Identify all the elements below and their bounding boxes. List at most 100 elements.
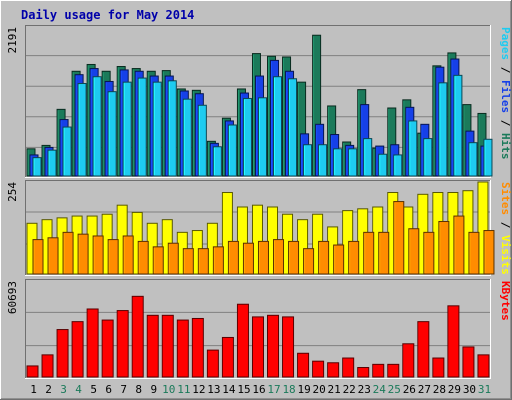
bar-kbytes	[236, 303, 249, 378]
bar-sites	[212, 246, 224, 275]
bar-sites	[32, 239, 44, 275]
bar-kbytes	[462, 346, 475, 378]
legend-part: /	[499, 113, 512, 133]
day-label: 25	[388, 383, 401, 396]
bar-sites	[393, 201, 405, 275]
bar-kbytes	[477, 354, 490, 378]
day-label: 23	[358, 383, 371, 396]
day-label: 18	[282, 383, 295, 396]
bar-pages	[483, 138, 493, 177]
series-legend: Pages / Files / Hits	[499, 27, 512, 160]
day-label: 24	[373, 383, 387, 396]
day-label: 10	[162, 383, 175, 396]
bar-pages	[378, 153, 388, 177]
bar-pages	[137, 77, 147, 177]
bar-kbytes	[86, 308, 99, 378]
bar-sites	[348, 240, 360, 275]
max-label: 254	[6, 182, 19, 202]
bar-sites	[242, 242, 254, 275]
bar-pages	[453, 74, 463, 177]
bar-pages	[423, 138, 433, 177]
bar-pages	[333, 148, 343, 177]
bar-pages	[92, 76, 102, 177]
day-label: 15	[237, 383, 250, 396]
bar-sites	[47, 237, 59, 275]
bar-pages	[152, 81, 162, 177]
bar-sites	[167, 242, 179, 275]
day-label: 19	[297, 383, 310, 396]
bar-kbytes	[282, 316, 295, 378]
day-label: 30	[463, 383, 476, 396]
bar-kbytes	[432, 357, 445, 378]
bar-kbytes	[116, 310, 129, 378]
bar-sites	[438, 220, 450, 275]
bar-sites	[408, 228, 420, 275]
bar-sites	[122, 235, 134, 275]
bar-sites	[453, 215, 465, 275]
bar-sites	[257, 240, 269, 275]
bar-visits	[477, 181, 489, 275]
series-visits	[26, 181, 489, 275]
bar-pages	[62, 126, 72, 177]
day-label: 9	[150, 383, 157, 396]
bar-kbytes	[372, 363, 385, 378]
day-label: 8	[135, 383, 142, 396]
day-label: 31	[478, 383, 491, 396]
day-label: 6	[105, 383, 112, 396]
bar-sites	[378, 231, 390, 275]
bar-kbytes	[342, 357, 355, 378]
bar-sites	[318, 240, 330, 275]
bar-kbytes	[402, 343, 415, 378]
bar-kbytes	[206, 349, 219, 378]
bar-pages	[408, 120, 418, 177]
day-label: 16	[252, 383, 265, 396]
bar-sites	[77, 233, 89, 275]
bar-pages	[468, 142, 478, 177]
bar-sites	[197, 248, 209, 275]
panel-kbytes: 60693 KBytes	[6, 279, 512, 379]
bar-sites	[62, 231, 74, 275]
panel-hits-files-pages: 2191 Pages / Files / Hits	[6, 25, 512, 178]
bar-sites	[333, 244, 345, 275]
series-pages	[32, 74, 493, 177]
bar-kbytes	[101, 319, 114, 378]
bar-sites	[227, 240, 239, 275]
bar-pages	[318, 144, 328, 177]
legend-part: Visits	[499, 235, 512, 275]
bar-sites	[468, 231, 480, 275]
day-label: 20	[313, 383, 326, 396]
day-label: 28	[433, 383, 446, 396]
day-label: 4	[75, 383, 82, 396]
bar-pages	[393, 154, 403, 177]
day-label: 14	[222, 383, 236, 396]
bar-visits	[251, 204, 263, 275]
bar-kbytes	[161, 314, 174, 378]
bar-pages	[363, 138, 373, 177]
bar-kbytes	[251, 316, 264, 378]
bar-kbytes	[146, 314, 159, 378]
bar-kbytes	[297, 352, 310, 378]
bar-pages	[107, 91, 117, 177]
day-label: 3	[60, 383, 67, 396]
day-labels: 1 2 3 4 5 6 7 8 9 10 11 12 13 14 15 16 17 18 19 20 21 22 23 24 2…	[30, 383, 491, 396]
bar-kbytes	[387, 363, 400, 378]
bar-kbytes	[26, 365, 39, 378]
bar-sites	[273, 239, 285, 275]
bar-pages	[288, 78, 298, 177]
bar-pages	[227, 124, 237, 177]
bar-visits	[236, 206, 248, 275]
bar-sites	[423, 231, 435, 275]
max-label: 2191	[6, 27, 19, 54]
day-label: 26	[403, 383, 416, 396]
series-sites	[32, 201, 495, 275]
day-label: 12	[192, 383, 205, 396]
bar-kbytes	[417, 321, 430, 378]
bar-kbytes	[41, 354, 54, 378]
legend-part: KBytes	[499, 281, 512, 321]
bar-kbytes	[327, 362, 340, 378]
panel-visits-sites: 254 Sites / Visits	[6, 180, 512, 276]
chart-title: Daily usage for May 2014	[21, 8, 194, 22]
day-label: 17	[267, 383, 280, 396]
bar-pages	[212, 146, 222, 177]
bar-pages	[47, 149, 57, 177]
